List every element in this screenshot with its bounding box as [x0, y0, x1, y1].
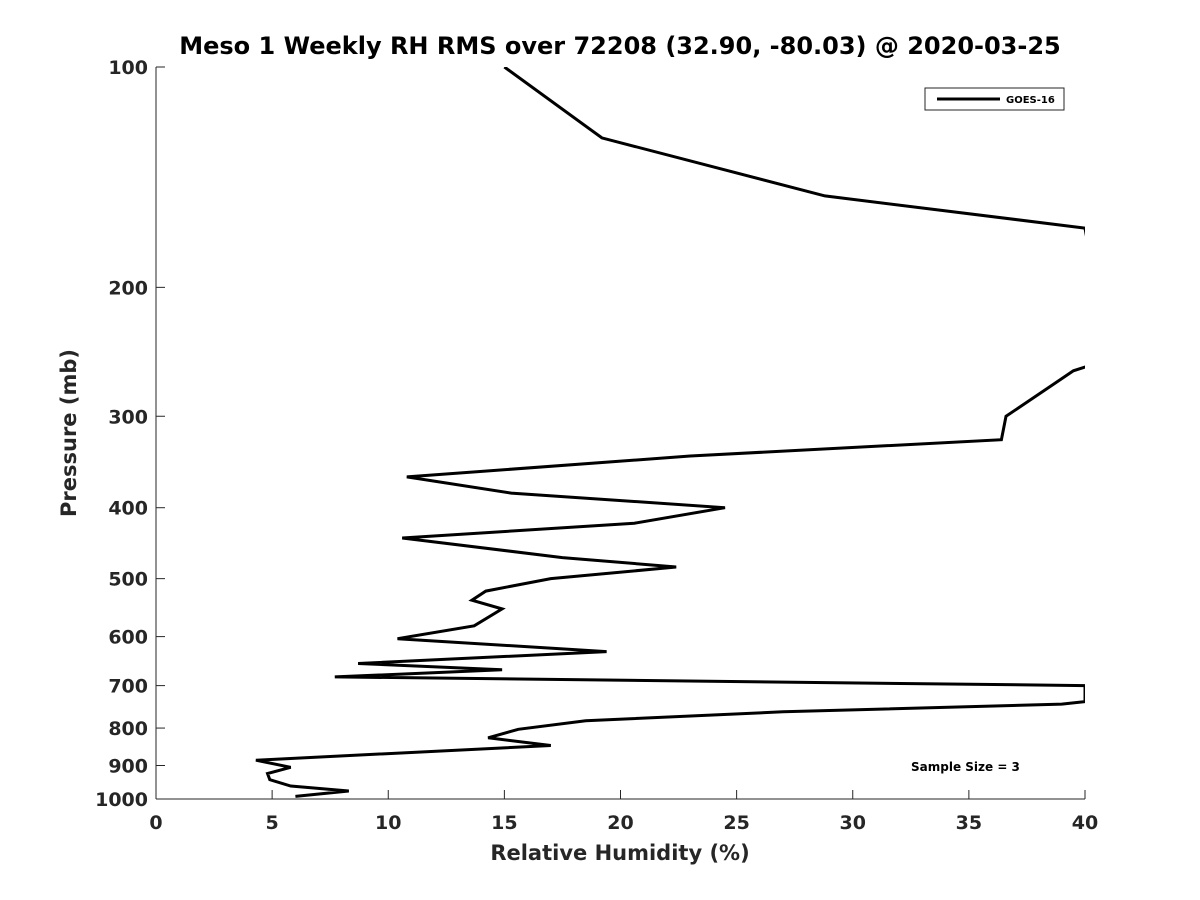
x-tick-label-15: 15: [491, 812, 517, 834]
y-tick-label-500: 500: [108, 569, 148, 591]
y-tick-label-200: 200: [108, 277, 148, 299]
x-tick-label-10: 10: [375, 812, 401, 834]
legend-label-goes16: GOES-16: [1006, 95, 1055, 106]
x-tick-label-40: 40: [1072, 812, 1098, 834]
y-tick-label-100: 100: [108, 57, 148, 79]
y-tick-label-800: 800: [108, 718, 148, 740]
x-ticks: 0 5 10 15 20 25 30 35 40: [149, 790, 1098, 834]
y-ticks: 100 200 300 400 500 600 700 800 900 1000: [95, 57, 165, 811]
x-tick-label-20: 20: [607, 812, 633, 834]
x-tick-label-25: 25: [723, 812, 749, 834]
y-tick-label-400: 400: [108, 498, 148, 520]
x-tick-label-0: 0: [149, 812, 162, 834]
y-tick-label-600: 600: [108, 627, 148, 649]
x-tick-label-35: 35: [956, 812, 982, 834]
plot-area: [156, 67, 1085, 799]
x-tick-label-30: 30: [840, 812, 866, 834]
legend: GOES-16: [924, 87, 1065, 111]
chart-title: Meso 1 Weekly RH RMS over 72208 (32.90, …: [179, 32, 1061, 60]
x-axis-label: Relative Humidity (%): [490, 841, 749, 865]
y-tick-label-900: 900: [108, 756, 148, 778]
series-layer: [255, 67, 1085, 798]
y-axis-label: Pressure (mb): [57, 349, 81, 517]
y-tick-label-1000: 1000: [95, 789, 148, 811]
series-line-goes-16: [255, 67, 1085, 798]
x-tick-label-5: 5: [266, 812, 279, 834]
sample-size-annotation: Sample Size = 3: [911, 760, 1020, 774]
y-tick-label-700: 700: [108, 676, 148, 698]
y-tick-label-300: 300: [108, 406, 148, 428]
